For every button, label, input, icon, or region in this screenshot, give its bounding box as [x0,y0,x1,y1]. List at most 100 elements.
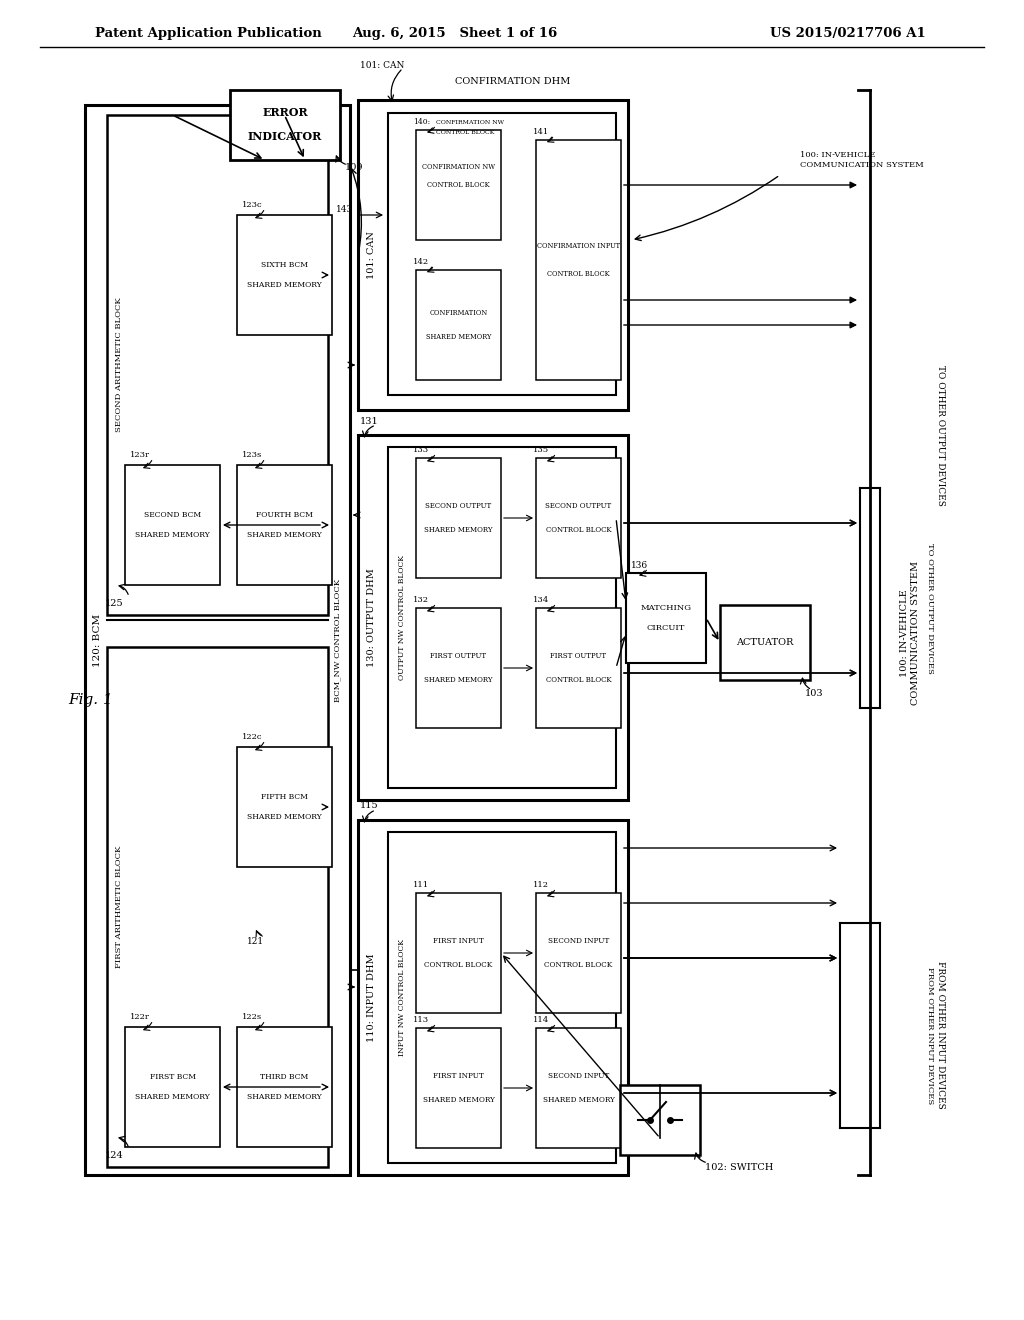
Bar [388,114,616,395]
Text: 122s: 122s [242,1012,262,1020]
Text: FIRST OUTPUT: FIRST OUTPUT [430,652,486,660]
Text: FIRST OUTPUT: FIRST OUTPUT [551,652,606,660]
Text: 110: INPUT DHM: 110: INPUT DHM [368,953,377,1041]
Text: INDICATOR: INDICATOR [248,132,323,143]
Text: CONFIRMATION DHM: CONFIRMATION DHM [456,78,570,87]
Text: 123c: 123c [242,201,262,209]
Text: CONTROL BLOCK: CONTROL BLOCK [436,129,495,135]
Text: SHARED MEMORY: SHARED MEMORY [247,813,322,821]
Bar [358,820,628,1175]
Text: 143: 143 [336,206,353,214]
Bar [416,1028,501,1148]
Bar [416,894,501,1012]
Bar [237,1027,332,1147]
Text: 120: BCM: 120: BCM [93,614,102,667]
Bar [388,447,616,788]
Text: 134: 134 [534,597,549,605]
Text: 136: 136 [631,561,648,569]
Text: SHARED MEMORY: SHARED MEMORY [135,1093,210,1101]
Bar [237,215,332,335]
Text: INPUT NW CONTROL BLOCK: INPUT NW CONTROL BLOCK [398,939,406,1056]
Text: 142: 142 [413,257,429,267]
Text: FIFTH BCM: FIFTH BCM [261,793,308,801]
Bar [536,458,621,578]
Text: FOURTH BCM: FOURTH BCM [256,511,313,519]
Bar [626,573,706,663]
Text: 103: 103 [805,689,823,698]
Text: CONTROL BLOCK: CONTROL BLOCK [545,961,612,969]
Bar [230,90,340,160]
Text: OUTPUT NW CONTROL BLOCK: OUTPUT NW CONTROL BLOCK [398,554,406,680]
Text: 121: 121 [247,937,264,946]
Text: 100: IN-VEHICLE
COMMUNICATION SYSTEM: 100: IN-VEHICLE COMMUNICATION SYSTEM [900,561,920,705]
Text: 115: 115 [360,801,379,810]
Text: FIRST ARITHMETIC BLOCK: FIRST ARITHMETIC BLOCK [115,846,123,968]
Text: 101: CAN: 101: CAN [360,61,404,70]
Bar [416,271,501,380]
Bar [106,115,328,615]
Text: 123r: 123r [130,451,150,459]
Text: 131: 131 [360,417,379,425]
Text: 141: 141 [534,128,549,136]
Bar [536,1028,621,1148]
Text: SHARED MEMORY: SHARED MEMORY [247,531,322,539]
Bar [237,747,332,867]
Text: CONFIRMATION: CONFIRMATION [429,309,487,317]
Text: CONTROL BLOCK: CONTROL BLOCK [424,961,493,969]
Bar [416,609,501,729]
Text: SHARED MEMORY: SHARED MEMORY [423,1096,495,1104]
Bar [620,1085,700,1155]
Bar [106,647,328,1167]
Text: SHARED MEMORY: SHARED MEMORY [424,525,493,535]
Text: CONTROL BLOCK: CONTROL BLOCK [546,676,611,684]
Text: SHARED MEMORY: SHARED MEMORY [247,281,322,289]
Text: US 2015/0217706 A1: US 2015/0217706 A1 [770,26,926,40]
Text: SHARED MEMORY: SHARED MEMORY [543,1096,614,1104]
Bar [358,436,628,800]
Bar [237,465,332,585]
Bar [720,605,810,680]
Text: TO OTHER OUTPUT DEVICES: TO OTHER OUTPUT DEVICES [926,543,934,673]
Text: CIRCUIT: CIRCUIT [647,624,685,632]
Bar [416,129,501,240]
Text: SIXTH BCM: SIXTH BCM [261,261,308,269]
Text: 130: OUTPUT DHM: 130: OUTPUT DHM [368,568,377,667]
Bar [536,140,621,380]
Text: SECOND OUTPUT: SECOND OUTPUT [425,502,492,510]
Bar [125,1027,220,1147]
Text: SHARED MEMORY: SHARED MEMORY [424,676,493,684]
Text: 111: 111 [413,880,429,888]
Bar [358,100,628,411]
Text: FROM OTHER INPUT DEVICES: FROM OTHER INPUT DEVICES [926,968,934,1105]
Text: 124: 124 [105,1151,124,1159]
Text: SHARED MEMORY: SHARED MEMORY [426,333,492,341]
Text: 132: 132 [413,597,429,605]
Text: 112: 112 [534,880,549,888]
Text: SECOND INPUT: SECOND INPUT [548,937,609,945]
Bar [125,465,220,585]
Text: SECOND OUTPUT: SECOND OUTPUT [546,502,611,510]
Text: THIRD BCM: THIRD BCM [260,1073,308,1081]
Text: CONTROL BLOCK: CONTROL BLOCK [427,181,489,189]
Text: SECOND INPUT: SECOND INPUT [548,1072,609,1080]
Text: FROM OTHER INPUT DEVICES: FROM OTHER INPUT DEVICES [936,961,944,1109]
Text: 100: IN-VEHICLE
COMMUNICATION SYSTEM: 100: IN-VEHICLE COMMUNICATION SYSTEM [800,152,924,169]
Text: FIRST INPUT: FIRST INPUT [433,1072,484,1080]
Text: TO OTHER OUTPUT DEVICES: TO OTHER OUTPUT DEVICES [936,364,944,506]
Text: 109: 109 [345,164,364,173]
Text: MATCHING: MATCHING [640,605,691,612]
Text: SHARED MEMORY: SHARED MEMORY [135,531,210,539]
Text: 102: SWITCH: 102: SWITCH [705,1163,773,1172]
Text: 101: CAN: 101: CAN [368,231,377,279]
Text: FIRST BCM: FIRST BCM [150,1073,196,1081]
Text: 133: 133 [413,446,429,454]
Text: CONFIRMATION NW: CONFIRMATION NW [422,162,495,172]
Text: 123s: 123s [242,451,262,459]
Text: CONTROL BLOCK: CONTROL BLOCK [547,271,610,279]
Text: 122r: 122r [130,1012,150,1020]
Bar [536,894,621,1012]
Text: Patent Application Publication: Patent Application Publication [95,26,322,40]
Text: FIRST INPUT: FIRST INPUT [433,937,484,945]
Text: 114: 114 [534,1016,549,1024]
Text: BCM_NW CONTROL BLOCK: BCM_NW CONTROL BLOCK [333,578,341,701]
